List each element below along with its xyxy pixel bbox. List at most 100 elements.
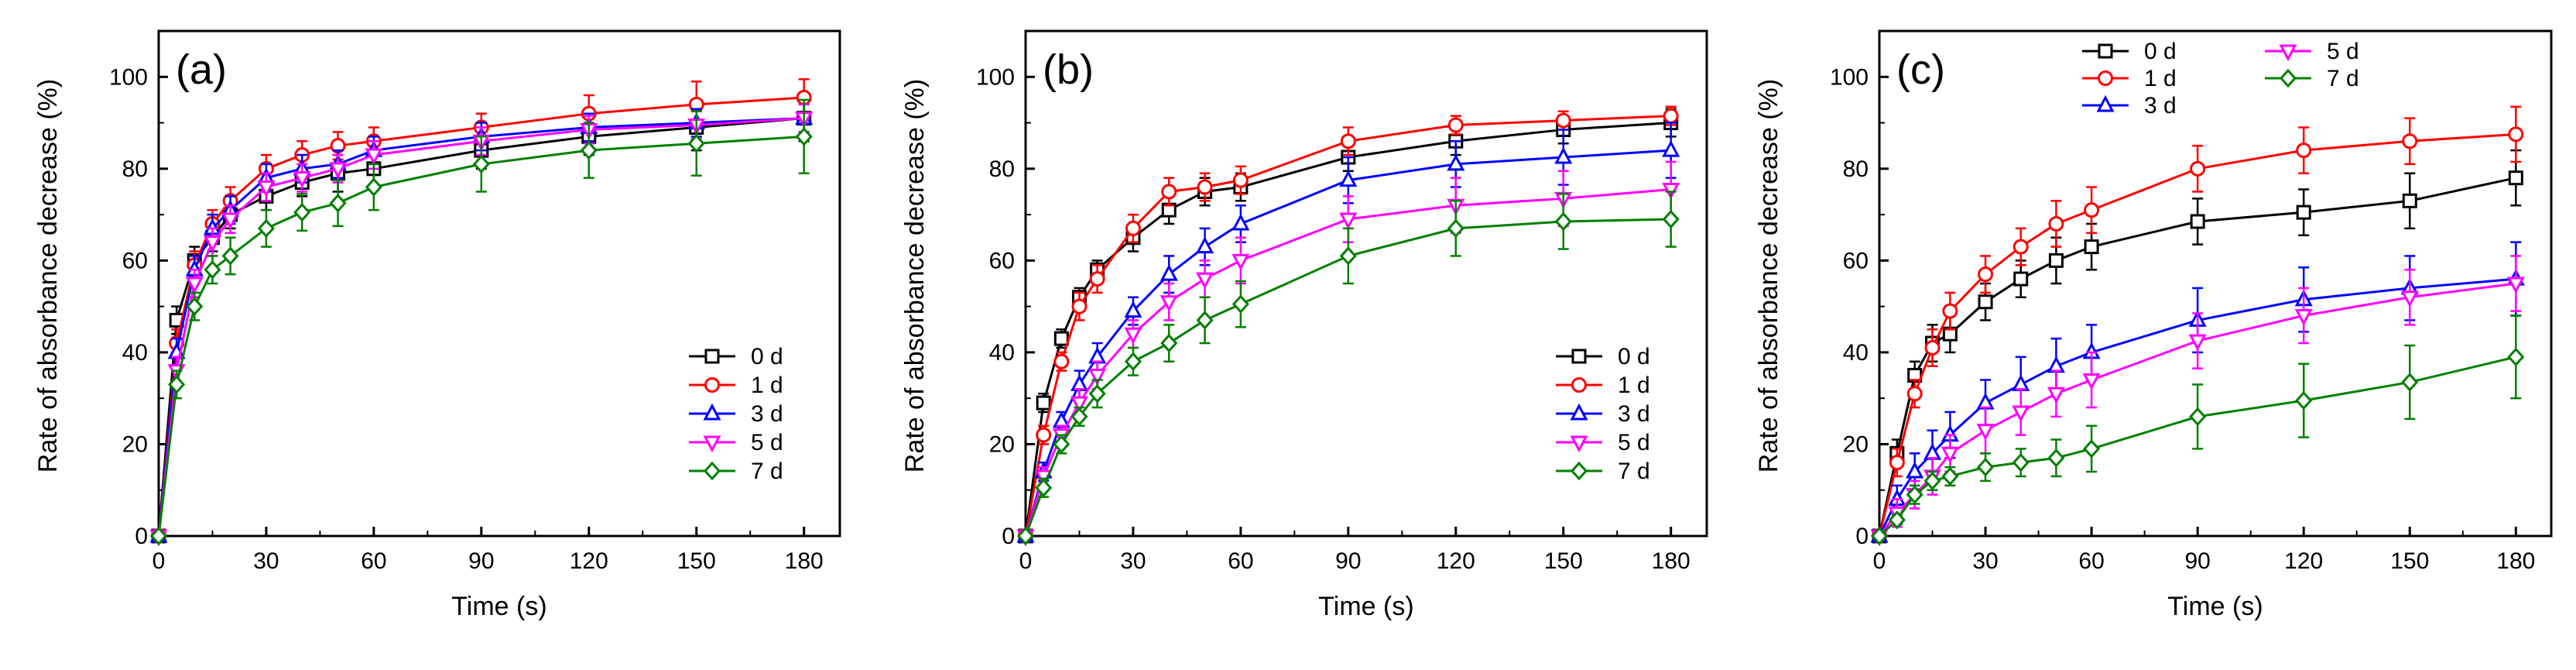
data-point xyxy=(1089,271,1105,287)
y-tick-label: 100 xyxy=(976,64,1015,90)
data-point xyxy=(293,171,311,188)
legend-label: 3 d xyxy=(2144,93,2177,119)
legend-marker xyxy=(1570,403,1588,421)
data-point xyxy=(687,133,705,153)
data-point xyxy=(1977,457,1995,477)
data-point xyxy=(1976,392,1995,410)
data-point xyxy=(1231,253,1250,271)
y-axis-title: Rate of absorbance decrease (%) xyxy=(1754,79,1783,472)
data-point xyxy=(168,375,186,394)
x-axis-title: Time (s) xyxy=(451,592,546,621)
legend-marker xyxy=(704,349,720,364)
panel-label: (b) xyxy=(1043,46,1094,93)
x-tick-label: 30 xyxy=(1120,548,1146,574)
data-point xyxy=(329,194,347,213)
data-point xyxy=(186,297,204,316)
data-point xyxy=(149,526,168,546)
panel-label: (a) xyxy=(176,46,227,93)
panel-3: 0 30 60 90 120 150 180 0 20 40 60 80 100 Time (s) Rate… xyxy=(1754,29,2553,621)
data-point xyxy=(472,154,490,174)
data-point xyxy=(2294,308,2313,326)
data-point xyxy=(1923,471,1941,491)
series-7d xyxy=(1870,314,2525,546)
data-point xyxy=(1889,455,1905,471)
data-point xyxy=(1197,179,1213,195)
data-point xyxy=(1088,384,1106,404)
legend-marker xyxy=(2279,44,2297,62)
data-point xyxy=(2295,390,2313,411)
data-point xyxy=(2402,133,2418,149)
x-tick-label: 60 xyxy=(2078,548,2104,574)
data-point xyxy=(2508,126,2524,143)
data-point xyxy=(1160,295,1178,312)
data-point xyxy=(293,202,311,222)
legend-marker xyxy=(1571,377,1587,393)
data-point xyxy=(1339,170,1358,187)
legend-label: 1 d xyxy=(751,373,783,398)
data-point xyxy=(1554,146,1573,164)
data-point xyxy=(1888,510,1906,530)
legend-label: 7 d xyxy=(751,459,783,484)
data-point xyxy=(1196,272,1214,290)
legend-label: 0 d xyxy=(751,344,783,369)
data-point xyxy=(2296,143,2312,159)
data-point xyxy=(1053,353,1070,369)
legend-label: 5 d xyxy=(751,430,783,455)
data-point xyxy=(2508,170,2523,186)
x-tick-label: 60 xyxy=(1228,548,1253,574)
x-tick-label: 0 xyxy=(152,548,166,574)
data-point xyxy=(2189,407,2207,427)
data-point xyxy=(1662,209,1680,229)
legend-marker xyxy=(703,403,721,421)
data-point xyxy=(1125,220,1141,236)
data-point xyxy=(221,246,239,266)
legend-label: 1 d xyxy=(2144,66,2177,91)
legend-label: 5 d xyxy=(2327,39,2359,64)
legend-marker xyxy=(2098,43,2113,59)
data-point xyxy=(1662,182,1680,200)
data-point xyxy=(1160,263,1178,281)
data-point xyxy=(257,180,276,198)
legend-marker xyxy=(2096,94,2115,112)
x-tick-label: 30 xyxy=(253,548,279,574)
data-point xyxy=(329,162,348,180)
data-point xyxy=(1941,446,1959,464)
data-point xyxy=(1160,333,1178,353)
x-tick-label: 90 xyxy=(1335,548,1361,574)
series-1d xyxy=(1872,105,2524,544)
data-point xyxy=(1906,461,1924,479)
x-tick-label: 120 xyxy=(570,548,608,574)
plot-frame xyxy=(1878,29,2553,538)
data-point xyxy=(1053,435,1070,454)
x-tick-label: 60 xyxy=(361,548,386,574)
data-point xyxy=(2012,239,2029,255)
data-point xyxy=(2047,448,2065,468)
y-tick-label: 40 xyxy=(1843,340,1869,366)
legend-label: 3 d xyxy=(1618,401,1650,427)
y-tick-label: 80 xyxy=(1843,156,1869,182)
y-tick-label: 20 xyxy=(989,431,1015,457)
data-point xyxy=(1231,213,1250,231)
panel-label: (c) xyxy=(1896,46,1945,93)
data-point xyxy=(1124,352,1142,372)
data-point xyxy=(1906,386,1923,402)
legend-marker xyxy=(1570,461,1588,481)
data-point xyxy=(2012,374,2030,391)
y-tick-label: 100 xyxy=(109,64,148,90)
data-point xyxy=(1870,526,1889,546)
legend-marker xyxy=(1571,349,1587,364)
data-point xyxy=(365,177,382,197)
x-tick-label: 90 xyxy=(2184,548,2210,574)
legend-label: 1 d xyxy=(1618,373,1650,398)
legend-marker xyxy=(2098,70,2113,86)
legend-label: 0 d xyxy=(2144,39,2177,64)
data-point xyxy=(2083,439,2101,459)
data-point xyxy=(1447,117,1464,133)
data-point xyxy=(1070,407,1088,427)
data-point xyxy=(1231,294,1249,314)
data-point xyxy=(1036,395,1051,411)
x-tick-label: 0 xyxy=(1873,548,1886,574)
data-point xyxy=(2190,214,2205,229)
x-axis-title: Time (s) xyxy=(2167,592,2263,621)
